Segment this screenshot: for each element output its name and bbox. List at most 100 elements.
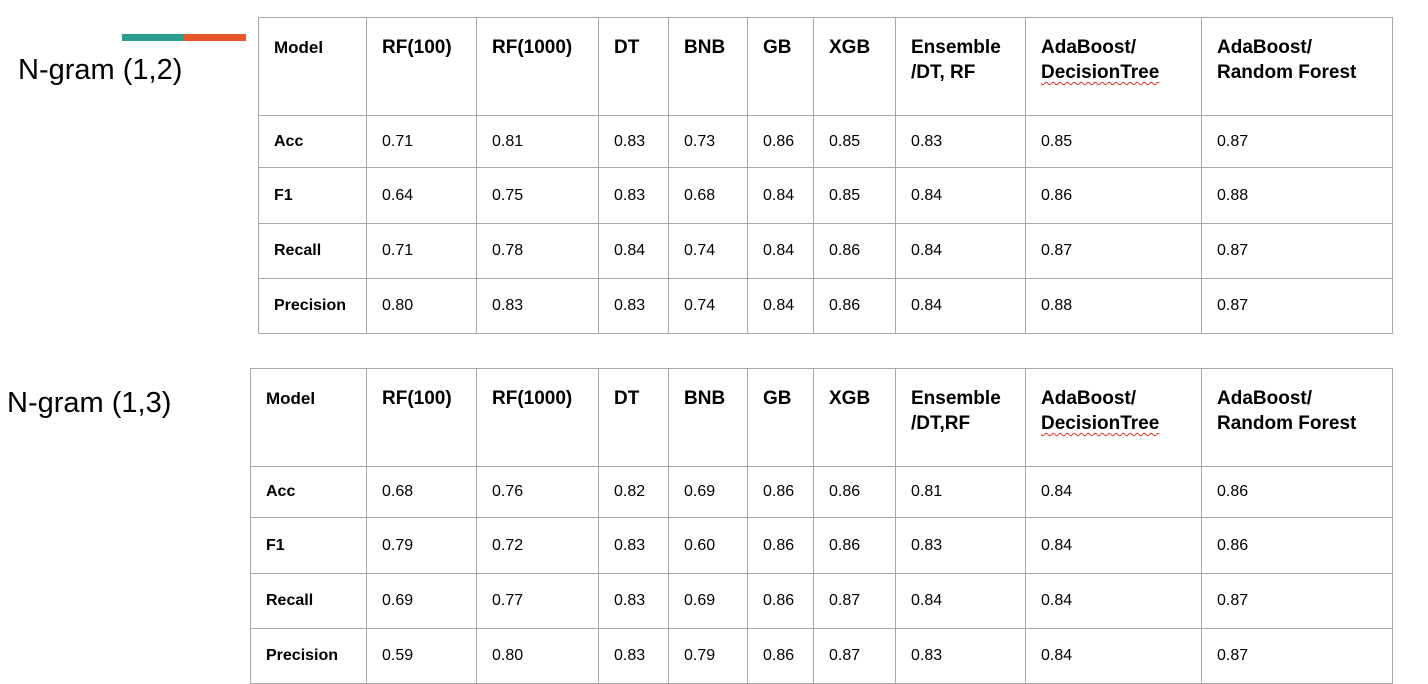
table-cell: 0.87: [1201, 573, 1393, 629]
results-table-ngram-1-3: Model RF(100) RF(1000) DT BNB GB XGB Ens…: [250, 368, 1393, 684]
table-cell: 0.82: [598, 466, 669, 518]
column-header: RF(100): [366, 17, 477, 116]
table-cell: 0.80: [476, 628, 599, 684]
column-header: BNB: [668, 368, 748, 467]
table-row: Precision 0.59 0.80 0.83 0.79 0.86 0.87 0.83 0.8…: [250, 628, 1393, 684]
table-cell: 0.80: [366, 278, 477, 334]
table-cell: 0.77: [476, 573, 599, 629]
results-table-ngram-1-2: Model RF(100) RF(1000) DT BNB GB XGB Ens…: [258, 17, 1393, 334]
column-header: XGB: [813, 368, 896, 467]
table-cell: 0.84: [895, 167, 1026, 224]
table-cell: 0.86: [747, 628, 814, 684]
table-cell: 0.84: [1025, 466, 1202, 518]
table-cell: 0.86: [1201, 517, 1393, 574]
table-cell: 0.69: [668, 466, 748, 518]
column-header: RF(100): [366, 368, 477, 467]
accent-bar-orange-segment: [184, 34, 246, 41]
spellcheck-underline: DecisionTree: [1041, 62, 1160, 83]
row-header: Precision: [258, 278, 367, 334]
table-cell: 0.84: [598, 223, 669, 279]
table-row: F1 0.79 0.72 0.83 0.60 0.86 0.86 0.83 0.84 0.86: [250, 517, 1393, 574]
column-header: AdaBoost/ DecisionTree: [1025, 17, 1202, 116]
column-header: DT: [598, 17, 669, 116]
table-cell: 0.69: [668, 573, 748, 629]
table-header-row: Model RF(100) RF(1000) DT BNB GB XGB Ens…: [250, 368, 1393, 467]
table-cell: 0.83: [895, 517, 1026, 574]
column-header: AdaBoost/ Random Forest: [1201, 17, 1393, 116]
table-cell: 0.71: [366, 223, 477, 279]
table-cell: 0.74: [668, 223, 748, 279]
row-header: Recall: [250, 573, 367, 629]
table-cell: 0.87: [1201, 223, 1393, 279]
table-cell: 0.88: [1025, 278, 1202, 334]
table-header-row: Model RF(100) RF(1000) DT BNB GB XGB Ens…: [258, 17, 1393, 116]
column-header: AdaBoost/ DecisionTree: [1025, 368, 1202, 467]
table-cell: 0.86: [813, 278, 896, 334]
row-header: F1: [250, 517, 367, 574]
table-cell: 0.69: [366, 573, 477, 629]
table-cell: 0.68: [366, 466, 477, 518]
spellcheck-underline: DecisionTree: [1041, 413, 1160, 434]
table-cell: 0.83: [598, 167, 669, 224]
table-cell: 0.81: [476, 115, 599, 168]
column-header: RF(1000): [476, 368, 599, 467]
column-header: XGB: [813, 17, 896, 116]
table-cell: 0.86: [747, 573, 814, 629]
table-cell: 0.86: [1025, 167, 1202, 224]
table-cell: 0.85: [813, 167, 896, 224]
column-header: GB: [747, 368, 814, 467]
table-cell: 0.87: [1201, 115, 1393, 168]
row-header: Acc: [258, 115, 367, 168]
table-cell: 0.72: [476, 517, 599, 574]
accent-bar: [122, 34, 246, 41]
table-cell: 0.86: [813, 223, 896, 279]
table-cell: 0.81: [895, 466, 1026, 518]
table-cell: 0.87: [1201, 628, 1393, 684]
table-cell: 0.83: [598, 573, 669, 629]
table-cell: 0.84: [747, 278, 814, 334]
table-cell: 0.86: [1201, 466, 1393, 518]
table-cell: 0.86: [747, 115, 814, 168]
table-cell: 0.84: [1025, 573, 1202, 629]
column-header: BNB: [668, 17, 748, 116]
row-header: Recall: [258, 223, 367, 279]
table-cell: 0.68: [668, 167, 748, 224]
table-cell: 0.84: [747, 223, 814, 279]
table-cell: 0.76: [476, 466, 599, 518]
column-header: DT: [598, 368, 669, 467]
table-cell: 0.85: [813, 115, 896, 168]
table-cell: 0.83: [895, 115, 1026, 168]
row-header: Acc: [250, 466, 367, 518]
table-cell: 0.79: [668, 628, 748, 684]
column-header: Model: [250, 368, 367, 467]
table-cell: 0.84: [1025, 628, 1202, 684]
table-cell: 0.73: [668, 115, 748, 168]
column-header: GB: [747, 17, 814, 116]
table-cell: 0.84: [895, 573, 1026, 629]
table-cell: 0.84: [895, 278, 1026, 334]
table-cell: 0.83: [598, 278, 669, 334]
table-cell: 0.83: [476, 278, 599, 334]
table-cell: 0.71: [366, 115, 477, 168]
table-cell: 0.79: [366, 517, 477, 574]
table-cell: 0.87: [813, 573, 896, 629]
table-cell: 0.86: [747, 517, 814, 574]
column-header: Ensemble /DT,RF: [895, 368, 1026, 467]
table-cell: 0.85: [1025, 115, 1202, 168]
table-cell: 0.84: [1025, 517, 1202, 574]
table-cell: 0.87: [1025, 223, 1202, 279]
table-cell: 0.84: [747, 167, 814, 224]
table-cell: 0.83: [598, 517, 669, 574]
table-cell: 0.78: [476, 223, 599, 279]
table-cell: 0.87: [1201, 278, 1393, 334]
table-cell: 0.83: [598, 628, 669, 684]
table-cell: 0.74: [668, 278, 748, 334]
row-header: Precision: [250, 628, 367, 684]
accent-bar-teal-segment: [122, 34, 184, 41]
table-row: F1 0.64 0.75 0.83 0.68 0.84 0.85 0.84 0.86 0.88: [258, 167, 1393, 224]
table-cell: 0.87: [813, 628, 896, 684]
table-row: Recall 0.71 0.78 0.84 0.74 0.84 0.86 0.84 0.87 0.…: [258, 223, 1393, 279]
table-cell: 0.59: [366, 628, 477, 684]
table-cell: 0.86: [813, 517, 896, 574]
row-header: F1: [258, 167, 367, 224]
